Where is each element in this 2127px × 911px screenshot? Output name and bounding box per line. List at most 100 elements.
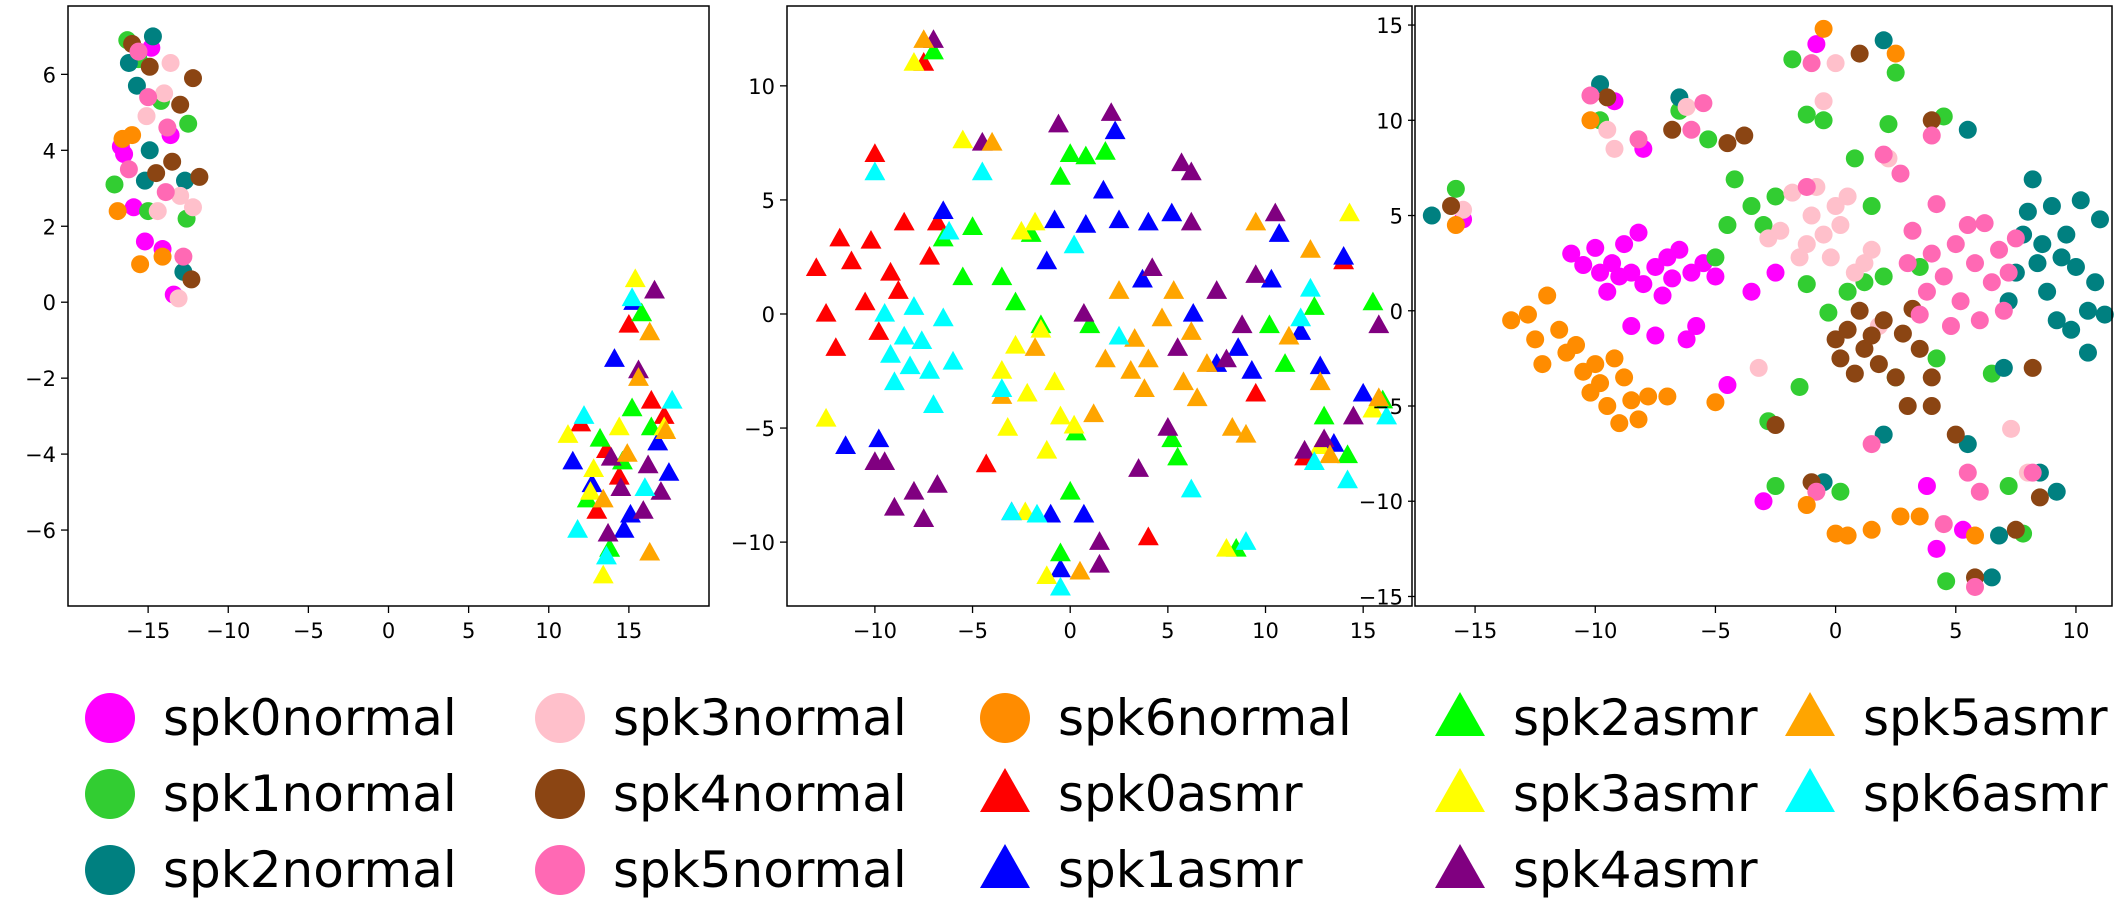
point-spk4normal-14	[1869, 355, 1888, 374]
point-spk6asmr-26	[1376, 405, 1398, 425]
point-spk5normal-28	[2023, 463, 2042, 482]
point-spk2asmr-5	[1005, 291, 1026, 311]
x-tick-label: −5	[293, 619, 324, 643]
point-spk2asmr-12	[1094, 141, 1116, 160]
point-spk1asmr-5	[1049, 558, 1071, 578]
point-spk6asmr-17	[1049, 576, 1071, 596]
x-tick-label: 0	[1064, 619, 1077, 643]
point-spk0normal-28	[1917, 477, 1936, 495]
point-spk1normal-28	[1937, 572, 1956, 591]
point-spk5normal-30	[1807, 482, 1826, 501]
point-spk1asmr-9	[1075, 214, 1097, 233]
point-spk3asmr-3	[997, 417, 1019, 436]
legend-item-spk5asmr: spk5asmr	[1785, 689, 2108, 747]
point-spk5asmr-0	[913, 29, 935, 48]
legend-item-spk3asmr: spk3asmr	[1435, 765, 1758, 823]
legend-label: spk3asmr	[1513, 765, 1758, 823]
point-spk6asmr-1	[661, 389, 683, 409]
point-spk2asmr-16	[1161, 428, 1183, 448]
point-spk5normal-21	[1982, 273, 2001, 292]
point-spk6asmr-7	[911, 330, 933, 350]
point-spk6asmr-5	[899, 355, 921, 375]
point-spk3asmr-18	[1339, 202, 1360, 222]
point-spk6asmr-18	[1063, 234, 1085, 254]
y-tick-label: 0	[43, 291, 56, 315]
x-tick-label: 5	[1949, 619, 1962, 643]
point-spk1normal-3	[1699, 130, 1718, 149]
point-spk2asmr-0	[923, 40, 944, 60]
point-spk3asmr-6	[583, 458, 605, 477]
point-spk4asmr-28	[1368, 314, 1390, 334]
point-spk4asmr-6	[597, 522, 619, 542]
point-spk6asmr-12	[938, 220, 960, 240]
point-spk5normal-1	[156, 183, 175, 202]
point-spk0normal-16	[1670, 240, 1689, 259]
point-spk1asmr-23	[1309, 355, 1331, 375]
point-spk5normal-4	[1797, 177, 1816, 196]
point-spk3normal-26	[1598, 120, 1617, 139]
legend-marker-triangle	[1785, 692, 1835, 736]
point-spk6normal-3	[1518, 305, 1537, 324]
point-spk5asmr-11	[1137, 348, 1159, 368]
point-spk5normal-27	[1970, 482, 1989, 501]
legend-label: spk5asmr	[1863, 689, 2108, 747]
point-spk2normal-28	[2047, 482, 2066, 501]
point-spk4normal-5	[1766, 416, 1785, 435]
point-spk5asmr-14	[1173, 371, 1194, 391]
y-tick-label: −10	[1359, 490, 1403, 514]
point-spk1asmr-16	[1182, 302, 1204, 322]
point-spk0normal-19	[1706, 267, 1725, 286]
point-spk4normal-2	[163, 152, 182, 171]
y-tick-label: −4	[25, 443, 56, 467]
point-spk5normal-14	[1941, 317, 1960, 335]
point-spk6asmr-1	[874, 302, 896, 322]
x-tick-label: −10	[1573, 619, 1617, 643]
x-tick-label: 10	[535, 619, 562, 643]
point-spk1asmr-2	[562, 450, 584, 470]
point-spk4asmr-2	[883, 496, 905, 516]
legend-item-spk4normal: spk4normal	[535, 765, 907, 823]
point-spk0normal-2	[135, 232, 154, 251]
point-spk2normal-16	[2042, 197, 2061, 215]
point-spk6asmr-11	[942, 350, 964, 370]
point-spk2normal-0	[127, 76, 146, 95]
point-spk2normal-22	[2071, 191, 2090, 210]
point-spk4normal-3	[1718, 134, 1737, 153]
legend-marker-triangle	[1435, 844, 1485, 888]
point-spk2asmr-2	[589, 427, 611, 447]
point-spk6asmr-19	[1108, 325, 1130, 345]
point-spk5normal-8	[1903, 221, 1922, 240]
point-spk0asmr-7	[868, 321, 890, 340]
point-spk6normal-21	[1658, 387, 1677, 406]
point-spk4asmr-18	[1180, 211, 1202, 231]
point-spk6asmr-20	[1180, 478, 1202, 498]
point-spk2asmr-24	[1362, 291, 1384, 311]
point-spk0normal-11	[1634, 275, 1653, 294]
point-spk4asmr-5	[632, 500, 654, 519]
legend-marker-triangle	[1435, 768, 1485, 812]
point-spk4asmr-19	[1167, 337, 1189, 356]
point-spk5asmr-12	[1151, 307, 1173, 327]
point-spk4normal-4	[171, 95, 190, 114]
point-spk6asmr-2	[880, 344, 901, 363]
x-tick-label: −10	[206, 619, 250, 643]
y-tick-label: 5	[1390, 205, 1403, 229]
point-spk5normal-18	[1966, 254, 1985, 273]
point-spk4normal-22	[1922, 368, 1941, 387]
point-spk5normal-6	[1891, 164, 1910, 183]
point-spk5normal-20	[1975, 214, 1994, 233]
point-spk5normal-0	[129, 42, 148, 61]
point-spk1normal-31	[1862, 197, 1881, 215]
point-spk5normal-17	[1958, 216, 1977, 235]
point-spk3normal-6	[155, 84, 174, 103]
point-spk6asmr-23	[1299, 277, 1321, 297]
point-spk2asmr-20	[1274, 353, 1296, 372]
point-spk4normal-12	[1855, 339, 1874, 358]
point-spk1asmr-14	[1137, 211, 1159, 231]
point-spk2normal-11	[2018, 202, 2037, 221]
scatter-panel-right: −15 −10 −5 0 5 10 −15 −10 −5 0 5 10 15	[1359, 5, 2114, 643]
point-spk2asmr-2	[952, 266, 974, 286]
legend-label: spk6normal	[1058, 689, 1352, 747]
point-spk2normal-23	[2078, 301, 2097, 320]
